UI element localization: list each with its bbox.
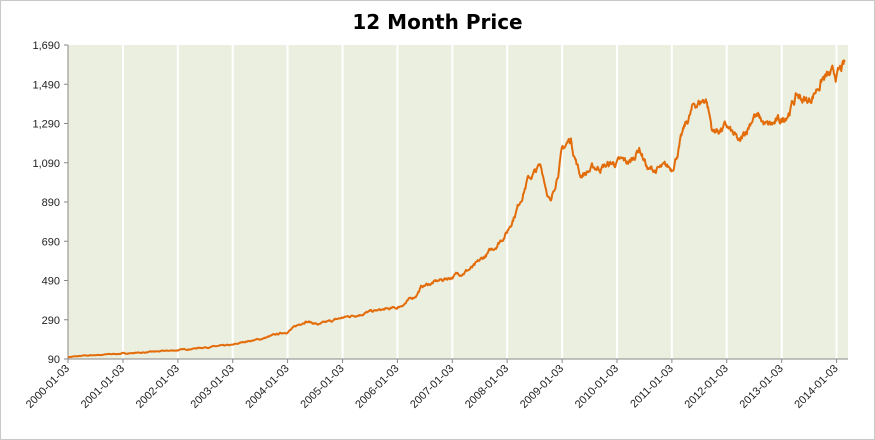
x-tick-label: 2001-01-03	[79, 363, 127, 411]
y-tick-label: 690	[42, 236, 60, 248]
y-axis: 1,690 1,490 1,290 1,090 890 690 490 290 90	[32, 40, 848, 366]
x-tick-label: 2008-01-03	[463, 363, 511, 411]
x-tick-label: 2000-01-03	[24, 363, 72, 411]
x-tick-label: 2006-01-03	[353, 363, 401, 411]
x-tick-label: 2004-01-03	[243, 363, 291, 411]
x-tick-label: 2005-01-03	[298, 363, 346, 411]
x-axis: 2000-01-03 2001-01-03 2002-01-03 2003-01-03…	[24, 359, 841, 411]
x-tick-label: 2012-01-03	[683, 363, 731, 411]
y-tick-label: 490	[42, 276, 60, 288]
y-tick-label: 1,690	[32, 40, 60, 52]
x-tick-label: 2009-01-03	[518, 363, 566, 411]
x-tick-label: 2013-01-03	[738, 363, 786, 411]
x-tick-label: 2011-01-03	[628, 363, 676, 411]
chart-title: 12 Month Price	[352, 10, 523, 34]
y-tick-label: 890	[42, 197, 60, 209]
plot-area	[68, 45, 848, 359]
x-tick-label: 2014-01-03	[792, 363, 840, 411]
y-tick-label: 90	[48, 354, 60, 366]
x-tick-label: 2010-01-03	[573, 363, 621, 411]
y-tick-label: 1,490	[32, 79, 60, 91]
x-tick-label: 2007-01-03	[408, 363, 456, 411]
price-series-line	[67, 59, 846, 359]
series-layer	[67, 59, 846, 359]
vertical-gridlines	[122, 45, 838, 359]
x-tick-label: 2002-01-03	[134, 363, 182, 411]
y-tick-label: 1,290	[32, 119, 60, 131]
y-tick-label: 1,090	[32, 158, 60, 170]
x-tick-label: 2003-01-03	[189, 363, 237, 411]
y-tick-label: 290	[42, 315, 60, 327]
